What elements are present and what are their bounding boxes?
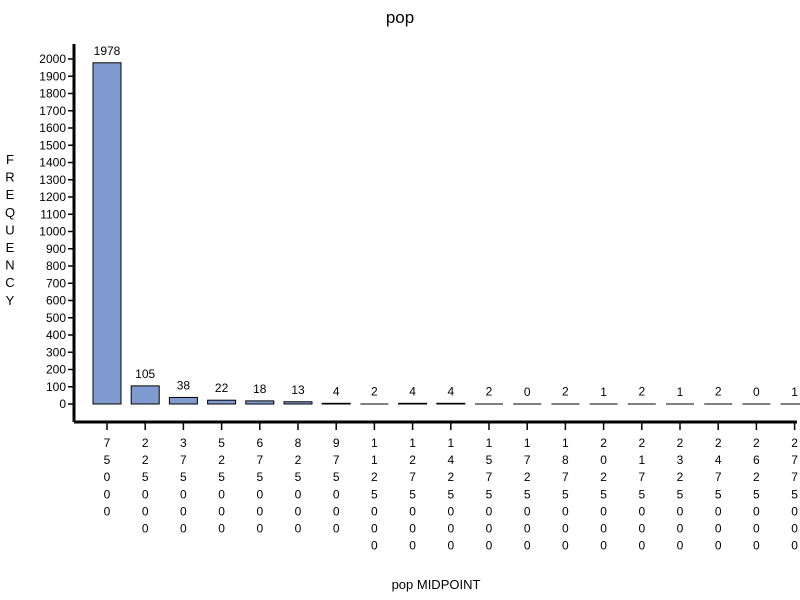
bar-value-label: 4	[409, 384, 416, 398]
y-tick-label: 1800	[39, 87, 66, 101]
bar-value-label: 38	[177, 378, 191, 392]
bar-value-label: 13	[291, 383, 305, 397]
bar-value-label: 1	[600, 385, 607, 399]
bar	[283, 401, 313, 405]
y-tick-label: 600	[46, 294, 66, 308]
y-tick-label: 1200	[39, 190, 66, 204]
bar-value-label: 4	[447, 384, 454, 398]
y-axis-label-letter: R	[5, 170, 14, 185]
y-tick-label: 1100	[40, 207, 66, 221]
bar-value-label: 1	[677, 385, 684, 399]
bar-value-label: 1978	[94, 44, 121, 58]
y-axis-label-letter: C	[5, 275, 14, 290]
y-tick-label: 100	[46, 380, 66, 394]
y-tick-label: 800	[46, 259, 66, 273]
bar-value-label: 22	[215, 381, 229, 395]
y-tick-label: 300	[46, 345, 66, 359]
x-axis-label: pop MIDPOINT	[392, 577, 481, 592]
y-tick-label: 200	[46, 363, 66, 377]
y-axis-label-letter: E	[6, 187, 15, 202]
bar	[436, 402, 466, 405]
bar	[398, 402, 428, 405]
y-tick-label: 1500	[39, 138, 66, 152]
y-tick-label: 1300	[39, 173, 66, 187]
bar-value-label: 4	[333, 384, 340, 398]
bar-value-label: 0	[524, 385, 531, 399]
y-axis-label-letter: Q	[5, 205, 15, 220]
bar	[92, 62, 122, 405]
y-tick-label: 500	[46, 311, 66, 325]
bars	[92, 62, 800, 405]
bar	[130, 385, 160, 405]
bar-value-label: 2	[371, 385, 378, 399]
bar-value-label: 2	[715, 385, 722, 399]
value-labels: 1978 105 38 22 18 13 4 2 4 4 2 0 2 1 2 1 2 0 1	[94, 44, 799, 399]
bar	[245, 400, 275, 405]
bar-value-label: 2	[486, 385, 493, 399]
y-tick-label: 1900	[39, 69, 66, 83]
bar-value-label: 1	[791, 385, 798, 399]
bar-value-label: 18	[253, 382, 267, 396]
y-axis-label-letter: N	[5, 258, 14, 273]
y-axis-label-letter: F	[6, 152, 14, 167]
y-tick-label: 1600	[39, 121, 66, 135]
bar-value-label: 0	[753, 385, 760, 399]
bar-value-label: 2	[562, 385, 569, 399]
bar	[321, 402, 351, 405]
bar-value-label: 2	[638, 385, 645, 399]
y-tick-label: 400	[46, 328, 66, 342]
y-tick-label: 1400	[39, 156, 66, 170]
y-axis-label-letter: U	[5, 222, 14, 237]
y-axis-label-letter: Y	[6, 293, 15, 308]
y-tick-label: 700	[46, 276, 66, 290]
y-tick-label: 0	[59, 397, 66, 411]
y-tick-label: 1700	[39, 104, 66, 118]
y-tick-label: 900	[46, 242, 66, 256]
y-tick-label: 2000	[39, 52, 66, 66]
y-axis-ticks: 0 100 200 300 400 500 600 700 800 900 1000 1100 1200…	[39, 52, 74, 411]
y-axis-label-letter: E	[6, 240, 15, 255]
chart-title: pop	[386, 8, 414, 27]
x-axis-ticks: 7 5 0 0 0 2 2 5 0 0 0 3 7 5 0 0 0 5 2 5 0 0 0 6 7 5 0 0 0 8 2 5 0 0 0 9 7 5 0 0…	[104, 422, 798, 553]
y-tick-label: 1000	[39, 225, 66, 239]
bar	[168, 396, 198, 405]
bar-value-label: 105	[135, 367, 155, 381]
bar	[207, 399, 237, 405]
